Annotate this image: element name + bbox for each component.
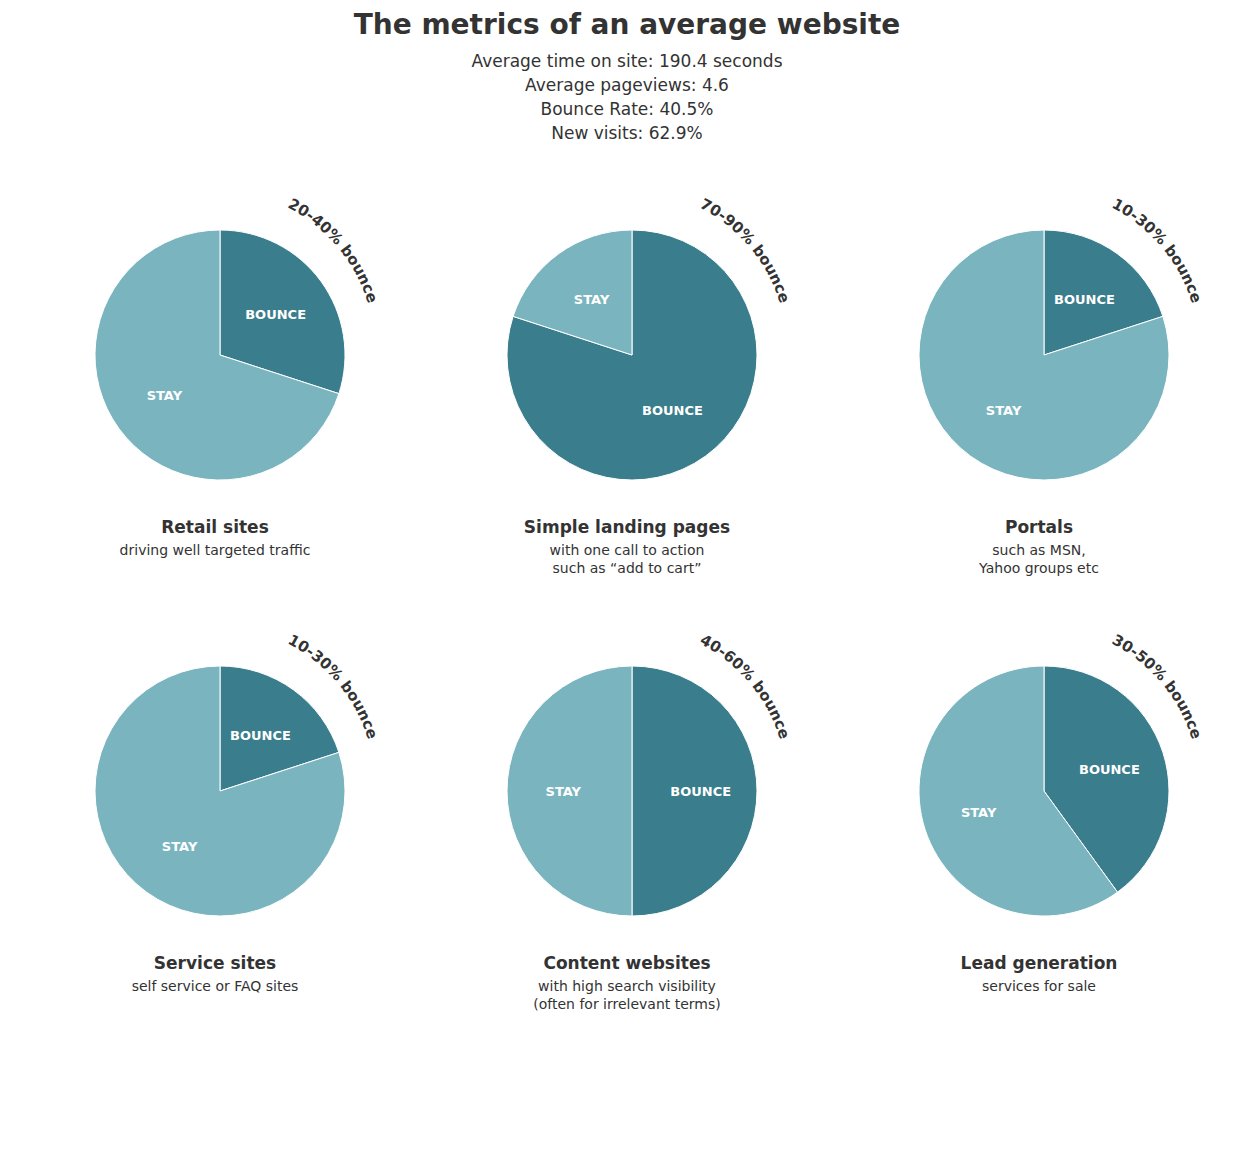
svg-text:10-30% bounce: 10-30% bounce <box>285 631 381 741</box>
html-text:New visits: 62.9%: New visits: 62.9% <box>551 123 703 143</box>
html-text:Simple landing pages: Simple landing pages <box>523 517 731 537</box>
html-text:services for sale: services for sale <box>982 978 1096 994</box>
html-text:with high search visibility: with high search visibility <box>538 978 716 994</box>
html-text:Retail sites: Retail sites <box>161 517 269 537</box>
svg-text:30-50% bounce: 30-50% bounce <box>1109 631 1205 741</box>
svg-text:BOUNCE: BOUNCE <box>1079 762 1140 777</box>
svg-text:STAY: STAY <box>986 403 1022 418</box>
html-text:Portals: Portals <box>1005 517 1073 537</box>
html-text:Average time on site: 190.4 se: Average time on site: 190.4 seconds <box>471 51 783 71</box>
svg-text:BOUNCE: BOUNCE <box>670 784 731 799</box>
html-text:The metrics of an average webs: The metrics of an average website <box>353 8 901 41</box>
html-text:self service or FAQ sites: self service or FAQ sites <box>131 978 299 994</box>
html-text:Lead generation: Lead generation <box>960 953 1118 973</box>
svg-text:BOUNCE: BOUNCE <box>230 728 291 743</box>
svg-text:BOUNCE: BOUNCE <box>245 307 306 322</box>
html-text:Bounce Rate: 40.5%: Bounce Rate: 40.5% <box>540 99 714 119</box>
html-text:(often for irrelevant terms): (often for irrelevant terms) <box>533 996 721 1012</box>
svg-text:STAY: STAY <box>574 292 610 307</box>
svg-text:STAY: STAY <box>546 784 582 799</box>
svg-text:20-40% bounce: 20-40% bounce <box>285 195 381 305</box>
svg-text:STAY: STAY <box>961 805 997 820</box>
svg-text:40-60% bounce: 40-60% bounce <box>697 631 793 741</box>
html-text:Content websites: Content websites <box>543 953 711 973</box>
svg-text:70-90% bounce: 70-90% bounce <box>697 195 793 305</box>
html-text:such as “add to cart”: such as “add to cart” <box>552 560 702 576</box>
svg-text:10-30% bounce: 10-30% bounce <box>1109 195 1205 305</box>
svg-text:STAY: STAY <box>162 839 198 854</box>
html-text:driving well targeted traffic: driving well targeted traffic <box>119 542 311 558</box>
html-text:Yahoo groups etc: Yahoo groups etc <box>979 560 1099 576</box>
html-text:Service sites: Service sites <box>153 953 277 973</box>
svg-text:BOUNCE: BOUNCE <box>642 403 703 418</box>
html-text:such as MSN,: such as MSN, <box>992 542 1086 558</box>
html-text:Average pageviews: 4.6: Average pageviews: 4.6 <box>525 75 729 95</box>
svg-text:STAY: STAY <box>147 388 183 403</box>
svg-text:BOUNCE: BOUNCE <box>1054 292 1115 307</box>
html-text:with one call to action: with one call to action <box>549 542 705 558</box>
